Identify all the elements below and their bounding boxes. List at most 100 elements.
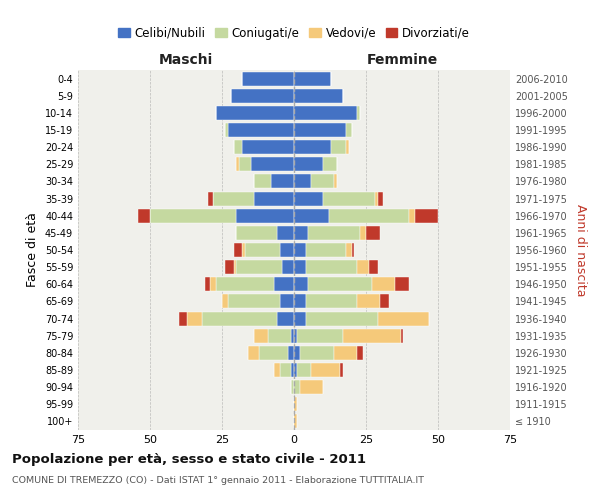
Bar	[358, 106, 360, 120]
Bar	[305, 260, 358, 274]
Bar	[242, 243, 245, 257]
Bar	[305, 294, 358, 308]
Bar	[294, 328, 297, 342]
Bar	[283, 260, 294, 274]
Bar	[205, 278, 211, 291]
Bar	[360, 226, 366, 240]
Bar	[268, 328, 291, 342]
Bar	[187, 312, 202, 326]
Bar	[274, 363, 280, 377]
Bar	[340, 363, 343, 377]
Bar	[294, 174, 311, 188]
Bar	[236, 208, 294, 222]
Bar	[294, 380, 300, 394]
Bar	[377, 312, 430, 326]
Text: Popolazione per età, sesso e stato civile - 2011: Popolazione per età, sesso e stato civil…	[12, 452, 366, 466]
Bar	[300, 380, 323, 394]
Bar	[202, 312, 277, 326]
Bar	[358, 260, 369, 274]
Bar	[294, 414, 297, 428]
Bar	[280, 294, 294, 308]
Bar	[242, 72, 294, 86]
Bar	[346, 243, 352, 257]
Bar	[248, 346, 259, 360]
Bar	[216, 106, 294, 120]
Bar	[254, 192, 294, 205]
Bar	[225, 123, 228, 137]
Text: Femmine: Femmine	[367, 52, 437, 66]
Bar	[291, 328, 294, 342]
Bar	[294, 208, 329, 222]
Bar	[294, 226, 308, 240]
Bar	[277, 312, 294, 326]
Bar	[280, 363, 291, 377]
Bar	[294, 88, 343, 102]
Bar	[401, 328, 403, 342]
Bar	[271, 174, 294, 188]
Bar	[323, 192, 374, 205]
Y-axis label: Fasce di età: Fasce di età	[26, 212, 39, 288]
Bar	[300, 346, 334, 360]
Bar	[311, 174, 334, 188]
Bar	[294, 158, 323, 172]
Bar	[294, 192, 323, 205]
Bar	[259, 346, 288, 360]
Bar	[228, 294, 280, 308]
Bar	[294, 346, 300, 360]
Bar	[380, 294, 389, 308]
Bar	[233, 243, 242, 257]
Bar	[179, 312, 187, 326]
Bar	[343, 328, 401, 342]
Bar	[366, 226, 380, 240]
Bar	[372, 278, 395, 291]
Text: Maschi: Maschi	[159, 52, 213, 66]
Bar	[291, 380, 294, 394]
Bar	[230, 88, 294, 102]
Bar	[323, 158, 337, 172]
Bar	[334, 174, 337, 188]
Bar	[222, 294, 228, 308]
Bar	[294, 312, 305, 326]
Bar	[228, 123, 294, 137]
Bar	[305, 243, 346, 257]
Bar	[415, 208, 438, 222]
Bar	[294, 123, 346, 137]
Bar	[236, 226, 277, 240]
Bar	[294, 140, 331, 154]
Bar	[331, 140, 346, 154]
Bar	[311, 363, 340, 377]
Bar	[139, 208, 150, 222]
Bar	[305, 312, 377, 326]
Bar	[254, 328, 268, 342]
Bar	[294, 294, 305, 308]
Bar	[274, 278, 294, 291]
Bar	[409, 208, 415, 222]
Bar	[308, 278, 372, 291]
Bar	[239, 158, 251, 172]
Bar	[369, 260, 377, 274]
Bar	[352, 243, 355, 257]
Bar	[211, 278, 216, 291]
Bar	[233, 260, 236, 274]
Text: COMUNE DI TREMEZZO (CO) - Dati ISTAT 1° gennaio 2011 - Elaborazione TUTTITALIA.I: COMUNE DI TREMEZZO (CO) - Dati ISTAT 1° …	[12, 476, 424, 485]
Bar	[294, 106, 358, 120]
Y-axis label: Anni di nascita: Anni di nascita	[574, 204, 587, 296]
Bar	[294, 363, 297, 377]
Bar	[358, 346, 363, 360]
Bar	[208, 192, 214, 205]
Bar	[277, 226, 294, 240]
Bar	[236, 260, 283, 274]
Bar	[236, 158, 239, 172]
Bar	[308, 226, 360, 240]
Bar	[233, 140, 242, 154]
Bar	[225, 260, 233, 274]
Bar	[294, 243, 305, 257]
Bar	[251, 158, 294, 172]
Bar	[291, 363, 294, 377]
Bar	[254, 174, 271, 188]
Bar	[150, 208, 236, 222]
Bar	[395, 278, 409, 291]
Bar	[245, 243, 280, 257]
Bar	[280, 243, 294, 257]
Bar	[214, 192, 254, 205]
